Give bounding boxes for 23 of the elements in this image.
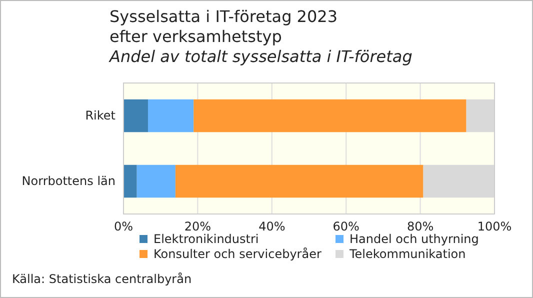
text: Källa: Statistiska centralbyrån [12,272,192,286]
x-tick-label: 80% [406,220,434,234]
x-tick-label: 0% [114,220,134,234]
x-tick-label: 100% [477,220,512,234]
legend-label: Handel och uthyrning [350,232,479,246]
legend-label: Telekommunikation [348,247,466,261]
bar [148,99,194,132]
y-tick-label: Norrbottens län [22,174,116,188]
bar [194,99,466,132]
y-tick-label: Riket [85,108,116,123]
x-tick-label: 20% [184,220,212,234]
bar [124,99,148,132]
bar [466,99,494,132]
bar [124,164,137,198]
bar [175,164,424,198]
chart-subtitle: Andel av totalt sysselsatta i IT-företag [108,47,412,66]
x-tick-label: 60% [332,220,360,234]
legend-label: Konsulter och servicebyråer [154,247,322,261]
bar [136,164,176,198]
legend-label: Elektronikindustri [154,232,259,246]
chart-title: Sysselsatta i IT-företag 2023 efter verksamhetstyp [110,7,338,46]
bar [423,164,494,198]
x-tick-label: 40% [258,220,286,234]
